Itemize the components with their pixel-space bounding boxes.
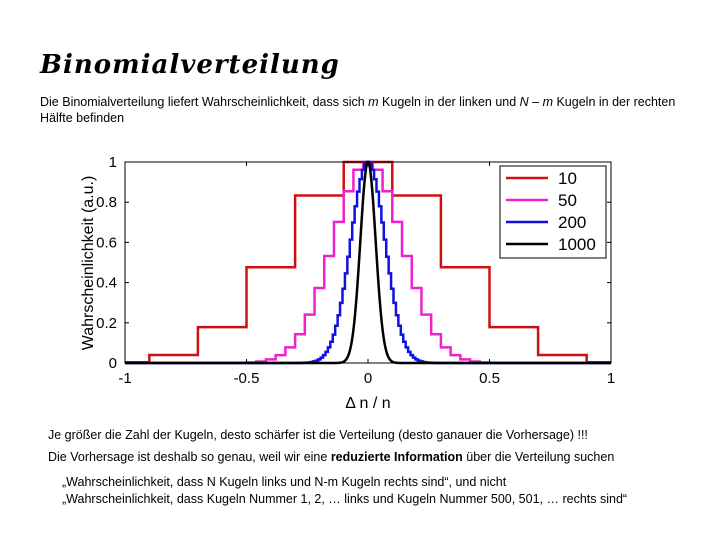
quote-2: „Wahrscheinlichkeit, dass Kugeln Nummer … — [62, 492, 628, 506]
x-tick-label: 0 — [364, 370, 372, 387]
x-tick-label: -0.5 — [234, 370, 260, 387]
intro-text: Die Binomialverteilung liefert Wahrschei… — [40, 94, 690, 126]
intro-m: m — [368, 95, 379, 109]
legend-label-10: 10 — [558, 169, 577, 188]
intro-part3: Kugeln in der rechten Hälfte befinden — [40, 95, 676, 125]
y-tick-label: 0.8 — [96, 194, 117, 211]
legend: 10 50 200 1000 — [499, 165, 607, 259]
y-tick-label: 0.6 — [96, 234, 117, 251]
explanation-part3: über die Verteilung suchen — [462, 450, 615, 464]
binomial-chart: -1 -0.5 0 0.5 100.20.40.60.81 Wahrscheinlich… — [80, 154, 615, 412]
legend-label-50: 50 — [558, 191, 577, 210]
legend-box — [499, 165, 607, 259]
y-tick-label: 0.4 — [96, 275, 117, 292]
ticks-group: -1 -0.5 0 0.5 100.20.40.60.81 — [96, 154, 615, 387]
legend-label-200: 200 — [558, 213, 586, 232]
y-tick-label: 0 — [109, 355, 117, 372]
conclusion-text: Je größer die Zahl der Kugeln, desto sch… — [48, 428, 588, 442]
y-tick-label: 0.2 — [96, 315, 117, 332]
intro-part2: Kugeln in der linken und — [378, 95, 520, 109]
quote-1: „Wahrscheinlichkeit, dass N Kugeln links… — [62, 475, 507, 489]
y-tick-label: 1 — [109, 154, 117, 171]
intro-nm: N – m — [519, 95, 553, 109]
x-tick-label: -1 — [118, 370, 131, 387]
page-title: Binomialverteilung — [40, 50, 340, 80]
x-axis-label: Δ n / n — [345, 395, 390, 412]
y-axis-label: Wahrscheinlichkeit (a.u.) — [80, 176, 97, 351]
intro-part1: Die Binomialverteilung liefert Wahrschei… — [40, 95, 369, 109]
legend-label-1000: 1000 — [558, 235, 596, 254]
explanation-part1: Die Vorhersage ist deshalb so genau, wei… — [48, 450, 331, 464]
x-tick-label: 0.5 — [479, 370, 500, 387]
x-tick-label: 1 — [607, 370, 615, 387]
explanation-bold: reduzierte Information — [330, 450, 463, 464]
explanation-text: Die Vorhersage ist deshalb so genau, wei… — [48, 450, 614, 464]
